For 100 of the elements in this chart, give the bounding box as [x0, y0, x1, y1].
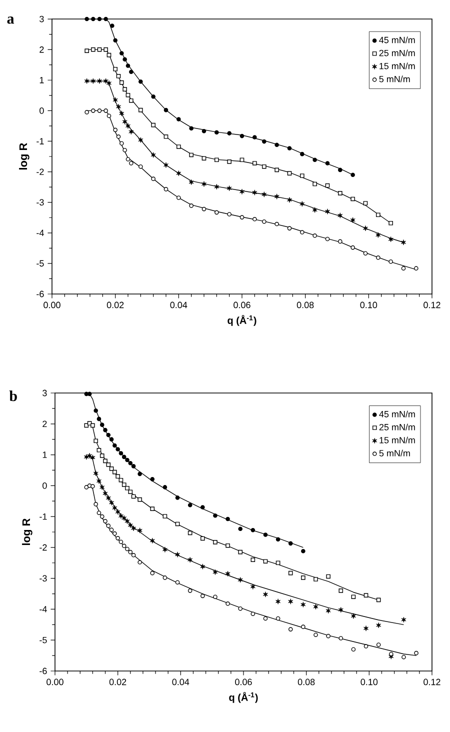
- point: [97, 78, 102, 84]
- point: [227, 160, 232, 164]
- point: [363, 251, 368, 256]
- point: [93, 470, 98, 476]
- point: [175, 580, 180, 584]
- point: [288, 627, 293, 632]
- point: [326, 574, 330, 579]
- point: [202, 156, 206, 160]
- point: [200, 564, 206, 570]
- point: [351, 594, 356, 600]
- point: [176, 144, 181, 149]
- x-tick-label: 0.12: [424, 678, 440, 686]
- point: [131, 464, 136, 468]
- y-tick-label: -4: [36, 230, 44, 236]
- point: [96, 510, 102, 515]
- y-tick-label: -6: [36, 290, 44, 298]
- point: [112, 470, 117, 474]
- point: [213, 540, 218, 544]
- legend-label: 25 mN/m: [379, 424, 415, 430]
- point: [363, 225, 368, 232]
- point: [238, 606, 242, 611]
- point: [84, 48, 89, 53]
- y-axis-title: log R: [22, 518, 32, 545]
- chart-title: b: [9, 390, 17, 402]
- point: [120, 141, 124, 146]
- point: [262, 192, 267, 198]
- point: [276, 537, 280, 542]
- point: [91, 16, 96, 22]
- x-tick-label: 0.00: [46, 678, 64, 686]
- point: [250, 612, 256, 616]
- point: [116, 134, 121, 139]
- point: [109, 528, 114, 532]
- point: [226, 602, 230, 606]
- legend-label: 5 mN/m: [379, 76, 410, 82]
- point: [120, 51, 124, 56]
- point: [116, 536, 120, 540]
- point: [150, 477, 155, 482]
- point: [115, 509, 120, 515]
- legend-label: 15 mN/m: [380, 436, 415, 444]
- point: [103, 458, 108, 464]
- point: [188, 556, 193, 563]
- point: [84, 78, 90, 84]
- point: [150, 152, 156, 158]
- point: [301, 549, 306, 554]
- point: [150, 570, 155, 576]
- point: [326, 634, 330, 638]
- point: [388, 259, 393, 264]
- point: [104, 47, 108, 52]
- point: [414, 266, 418, 270]
- point: [138, 497, 142, 502]
- point: [312, 207, 318, 213]
- x-tick-label: 0.08: [298, 678, 315, 686]
- point: [151, 122, 156, 128]
- point: [350, 172, 355, 177]
- point: [100, 484, 105, 490]
- point: [138, 560, 142, 564]
- point: [94, 502, 98, 506]
- point: [263, 559, 268, 564]
- point: [238, 550, 242, 554]
- point: [350, 245, 355, 250]
- point: [202, 206, 206, 212]
- point: [214, 130, 219, 135]
- point: [350, 613, 356, 619]
- point: [164, 108, 168, 112]
- point: [338, 168, 342, 172]
- point: [150, 538, 155, 544]
- point: [240, 188, 244, 194]
- point: [212, 569, 218, 575]
- point: [112, 505, 118, 511]
- point: [94, 438, 98, 444]
- point: [112, 97, 118, 103]
- point: [338, 212, 343, 218]
- point: [103, 519, 108, 524]
- point: [214, 210, 219, 215]
- point: [276, 598, 281, 604]
- point: [252, 216, 257, 222]
- point: [250, 558, 256, 562]
- point: [338, 636, 344, 640]
- point: [116, 474, 120, 479]
- point: [240, 158, 244, 162]
- point: [118, 513, 124, 519]
- point: [131, 553, 136, 558]
- point: [126, 64, 130, 68]
- point: [226, 516, 230, 522]
- point: [252, 135, 257, 140]
- point: [388, 652, 394, 656]
- legend-label: 45 mN/m: [379, 410, 415, 418]
- point: [122, 515, 127, 521]
- y-tick-label: -1: [40, 513, 47, 520]
- point: [124, 518, 130, 524]
- point: [128, 550, 133, 554]
- y-tick-label: -5: [40, 636, 47, 644]
- point: [325, 208, 330, 214]
- point: [164, 162, 168, 168]
- point: [104, 108, 108, 113]
- point: [96, 448, 102, 452]
- point: [106, 524, 111, 528]
- point: [350, 196, 355, 202]
- point: [151, 94, 156, 99]
- point: [164, 187, 168, 192]
